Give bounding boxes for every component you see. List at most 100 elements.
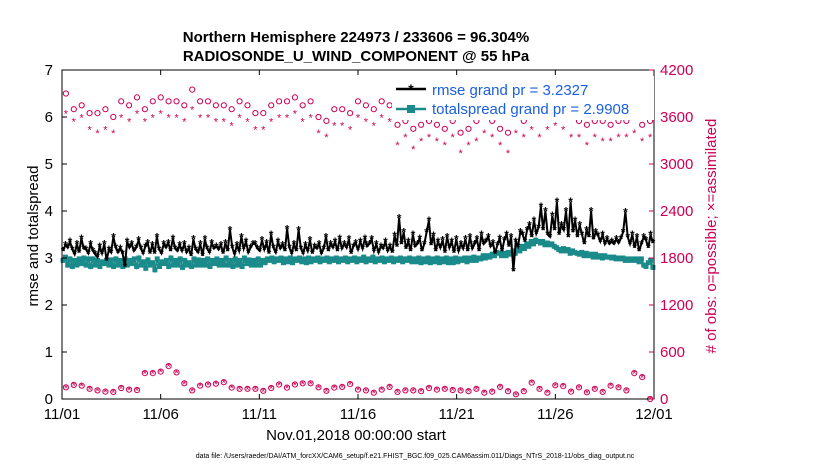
rmse-point: * [136,234,141,248]
y-right-tick-label: 3000 [660,156,693,173]
rmse-point: * [351,240,356,254]
obs-low-possible-point [62,384,70,391]
obs-low-possible-point [102,388,109,395]
obs-assimilated-point: * [230,120,235,132]
totalspread-point [225,262,231,268]
obs-low-assimilated-point: * [166,362,171,374]
rmse-point: * [507,240,512,254]
obs-low-assimilated-point: * [387,382,392,394]
totalspread-point [219,257,224,263]
obs-possible-point [133,94,141,101]
rmse-point: * [161,237,166,251]
rmse-point: * [552,223,557,237]
obs-assimilated-point: * [419,136,424,148]
obs-possible-point [228,106,235,113]
obs-possible-point [457,129,464,136]
y-right-tick-label: 600 [660,344,685,361]
rmse-point: * [399,237,404,251]
obs-low-possible-point [347,381,354,388]
rmse-point: * [273,246,278,260]
rmse-point: * [308,234,313,248]
totalspread-point [205,256,211,262]
totalspread-point [297,255,302,261]
rmse-point: * [424,226,429,240]
totalspread-point [111,264,117,269]
totalspread-point [209,257,215,263]
totalspread-point [363,259,369,265]
obs-low-possible-point [599,388,606,395]
obs-assimilated-point: * [87,124,92,136]
rmse-point: * [415,237,420,251]
rmse-point: * [502,234,507,248]
totalspread-point [423,259,429,265]
obs-low-assimilated-point: * [324,386,329,398]
obs-low-possible-point [528,379,535,386]
rmse-point: * [427,214,432,228]
rmse-point: * [484,235,489,249]
totalspread-point [196,257,201,263]
obs-possible-point [252,110,259,117]
obs-low-assimilated-point: * [577,383,582,395]
rmse-point: * [349,247,354,261]
totalspread-point [253,262,259,268]
rmse-point: * [470,242,475,256]
rmse-point: * [100,247,105,261]
obs-low-assimilated-point: * [466,387,471,399]
rmse-point: * [182,237,187,251]
rmse-point: * [440,234,445,248]
rmse-point: * [541,223,546,237]
obs-assimilated-point: * [490,132,495,144]
rmse-point: * [390,246,395,260]
totalspread-point [127,257,133,263]
rmse-point: * [65,241,70,255]
totalspread-point [478,256,484,262]
totalspread-point [521,246,527,252]
rmse-point: * [166,237,171,251]
totalspread-point [180,264,185,270]
rmse-point: * [262,243,267,257]
obs-low-assimilated-point: * [230,383,235,395]
rmse-point: * [616,237,621,251]
obs-low-possible-point [260,387,267,394]
obs-low-assimilated-point: * [111,387,116,399]
rmse-point: * [630,228,635,242]
obs-possible-point [118,98,125,105]
totalspread-point [638,256,644,262]
totalspread-point [471,254,477,260]
rmse-point: * [614,233,619,247]
obs-low-possible-point [591,385,598,392]
totalspread-point [368,257,374,263]
obs-assimilated-point: * [261,124,266,136]
totalspread-point [202,262,208,268]
totalspread-point [453,255,458,261]
obs-low-assimilated-point: * [135,386,140,398]
totalspread-point [97,264,103,269]
rmse-point: * [287,241,292,255]
rmse-point: * [374,237,379,251]
obs-assimilated-point: * [364,116,369,128]
obs-low-assimilated-point: * [537,384,542,396]
obs-low-assimilated-point: * [340,382,345,394]
obs-possible-point [362,102,369,109]
y-left-tick-label: 7 [45,62,53,79]
totalspread-point [317,259,323,265]
totalspread-point [177,256,183,262]
rmse-point: * [557,228,562,242]
obs-low-assimilated-point: * [261,386,266,398]
rmse-point: * [477,244,482,258]
totalspread-point [593,251,598,257]
rmse-point: * [148,247,153,261]
rmse-point: * [312,240,317,254]
rmse-point: * [271,241,276,255]
totalspread-point [441,259,447,265]
rmse-point: * [255,242,260,256]
rmse-point: * [168,244,173,258]
totalspread-point [60,257,66,263]
rmse-point: * [589,205,594,219]
x-tick-label: 11/16 [340,406,376,423]
rmse-point: * [200,249,205,263]
rmse-point: * [216,243,221,257]
obs-possible-point [331,106,338,113]
rmse-point: * [433,244,438,258]
rmse-point: * [260,234,265,248]
